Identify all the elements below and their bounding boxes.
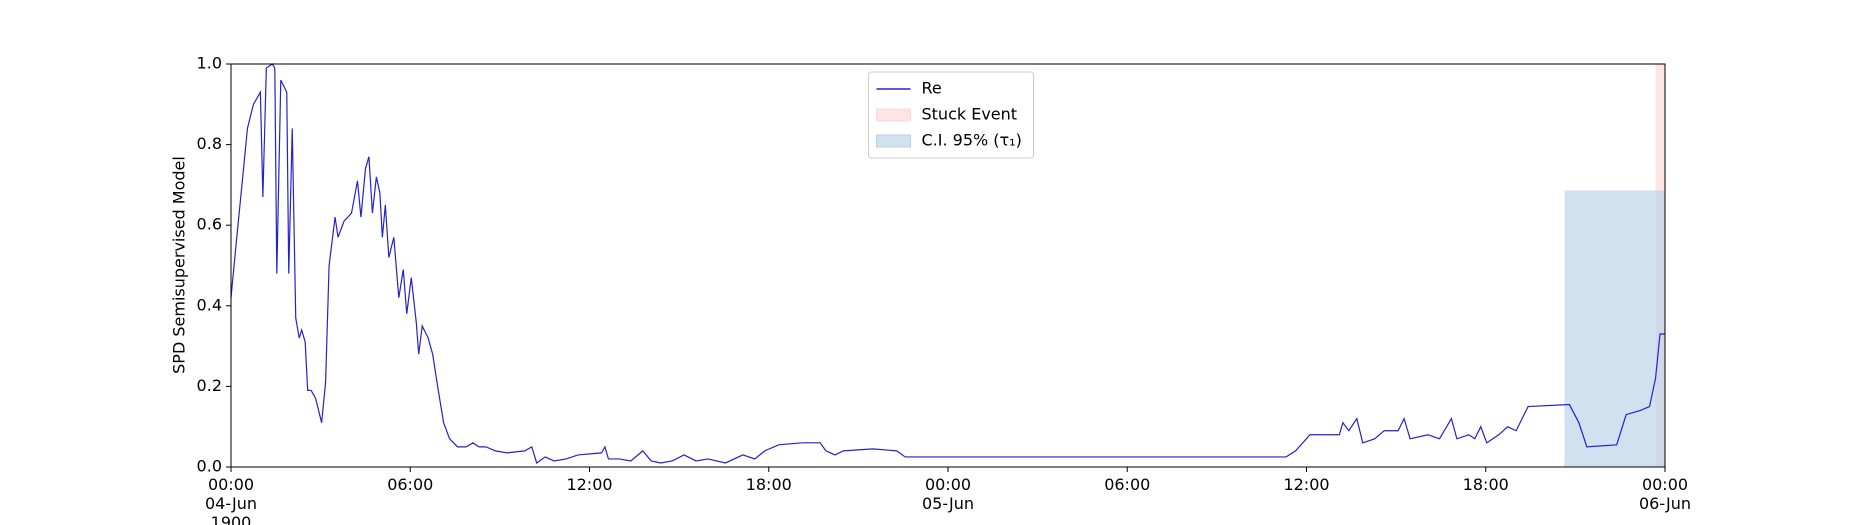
x-tick-label: 00:00 06-Jun (1638, 475, 1692, 513)
x-tick-label: 12:00 (566, 475, 613, 494)
x-tick-label: 00:00 04-Jun 1900 (204, 475, 258, 525)
span (1564, 190, 1665, 468)
x-tick-label: 00:00 05-Jun (921, 475, 975, 513)
y-tick-label: 0.8 (197, 134, 222, 153)
x-tick-label: 18:00 (745, 475, 792, 494)
y-tick-label: 1.0 (197, 54, 222, 73)
x-tick-label: 06:00 (387, 475, 434, 494)
legend-label: C.I. 95% (τ₁) (922, 131, 1022, 150)
legend-swatch (876, 134, 911, 148)
x-tick-label: 06:00 (1104, 475, 1151, 494)
line (230, 63, 1665, 464)
legend-label: Stuck Event (922, 105, 1018, 124)
legend-label: Re (922, 79, 942, 98)
y-axis-label: SPD Semisupervised Model (170, 156, 189, 374)
legend: Re Stuck Event C.I. 95% (τ₁) (868, 71, 1034, 159)
plot-frame (230, 63, 1666, 468)
legend-swatch (876, 108, 911, 122)
y-tick-label: 0.4 (197, 295, 222, 314)
y-tick-label: 0.6 (197, 215, 222, 234)
y-tick-label: 0.0 (197, 457, 222, 476)
x-tick-label: 12:00 (1283, 475, 1330, 494)
x-tick-label: 18:00 (1462, 475, 1509, 494)
y-tick-label: 0.2 (197, 376, 222, 395)
